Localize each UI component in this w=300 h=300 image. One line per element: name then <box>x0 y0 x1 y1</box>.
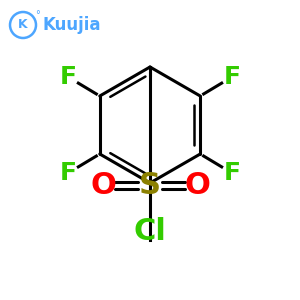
Text: O: O <box>184 170 210 200</box>
Text: °: ° <box>34 10 39 20</box>
Text: Cl: Cl <box>134 218 166 247</box>
Text: F: F <box>224 161 241 185</box>
Text: O: O <box>90 170 116 200</box>
Text: Kuujia: Kuujia <box>43 16 101 34</box>
Text: K: K <box>18 19 28 32</box>
Text: F: F <box>59 161 76 185</box>
Text: F: F <box>59 65 76 89</box>
Text: F: F <box>224 65 241 89</box>
Text: S: S <box>139 170 161 200</box>
